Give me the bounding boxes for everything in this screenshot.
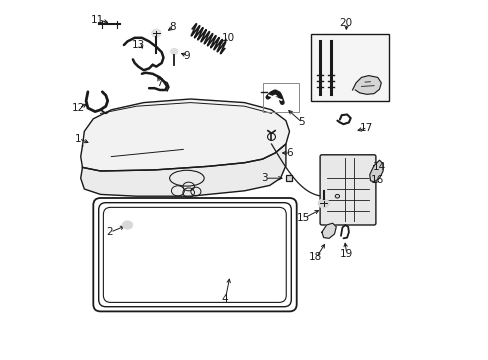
Text: 2: 2 xyxy=(106,227,113,237)
Text: 6: 6 xyxy=(285,148,292,158)
Polygon shape xyxy=(81,99,289,171)
Polygon shape xyxy=(321,223,336,238)
Text: 15: 15 xyxy=(297,213,310,223)
Text: 10: 10 xyxy=(221,33,234,43)
Ellipse shape xyxy=(122,221,132,229)
Text: 5: 5 xyxy=(298,117,304,127)
Ellipse shape xyxy=(318,199,328,208)
Text: 14: 14 xyxy=(372,162,386,172)
Text: 3: 3 xyxy=(261,173,267,183)
Text: 20: 20 xyxy=(339,18,352,28)
Text: 16: 16 xyxy=(369,175,383,185)
Text: 8: 8 xyxy=(169,22,176,32)
Text: 7: 7 xyxy=(156,78,163,88)
Text: 13: 13 xyxy=(131,40,144,50)
Ellipse shape xyxy=(335,194,339,198)
Text: 19: 19 xyxy=(339,249,352,259)
Bar xyxy=(262,83,298,112)
FancyBboxPatch shape xyxy=(320,155,375,225)
Text: 11: 11 xyxy=(91,15,104,25)
Bar xyxy=(310,34,387,101)
Text: 9: 9 xyxy=(183,51,190,61)
Text: 12: 12 xyxy=(71,103,84,113)
Text: 1: 1 xyxy=(75,134,81,144)
Ellipse shape xyxy=(170,49,178,55)
Bar xyxy=(285,175,291,181)
Text: 18: 18 xyxy=(308,252,322,262)
Ellipse shape xyxy=(151,29,161,37)
Polygon shape xyxy=(369,160,382,182)
Polygon shape xyxy=(352,76,381,94)
Text: 17: 17 xyxy=(360,123,373,133)
Polygon shape xyxy=(81,144,285,196)
Text: 4: 4 xyxy=(221,294,227,304)
